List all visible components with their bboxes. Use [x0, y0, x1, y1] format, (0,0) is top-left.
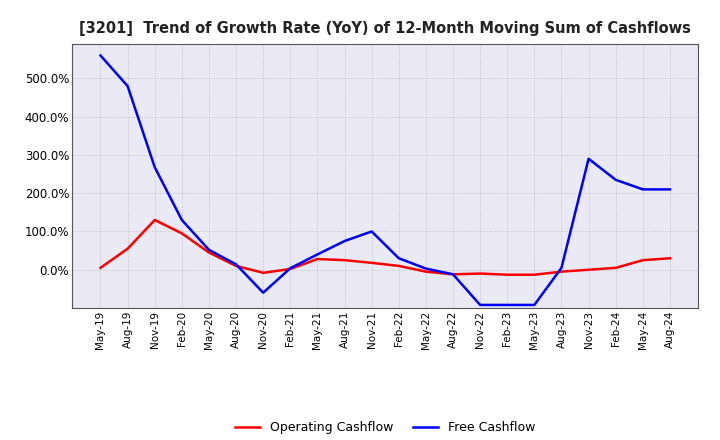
Operating Cashflow	[286, 266, 294, 271]
Free Cashflow	[367, 229, 376, 234]
Operating Cashflow	[259, 270, 268, 275]
Free Cashflow	[557, 265, 566, 271]
Free Cashflow	[421, 266, 430, 271]
Operating Cashflow	[150, 217, 159, 223]
Line: Operating Cashflow: Operating Cashflow	[101, 220, 670, 275]
Operating Cashflow	[557, 269, 566, 274]
Free Cashflow	[584, 156, 593, 161]
Operating Cashflow	[639, 257, 647, 263]
Free Cashflow	[232, 262, 240, 267]
Operating Cashflow	[367, 260, 376, 265]
Free Cashflow	[503, 302, 511, 308]
Operating Cashflow	[178, 231, 186, 236]
Free Cashflow	[178, 217, 186, 223]
Free Cashflow	[96, 53, 105, 58]
Operating Cashflow	[476, 271, 485, 276]
Operating Cashflow	[204, 250, 213, 255]
Operating Cashflow	[123, 246, 132, 251]
Operating Cashflow	[313, 257, 322, 262]
Operating Cashflow	[530, 272, 539, 277]
Free Cashflow	[286, 266, 294, 271]
Free Cashflow	[611, 177, 620, 183]
Free Cashflow	[150, 165, 159, 170]
Operating Cashflow	[611, 265, 620, 271]
Operating Cashflow	[395, 263, 403, 268]
Free Cashflow	[123, 84, 132, 89]
Free Cashflow	[395, 256, 403, 261]
Free Cashflow	[449, 271, 457, 277]
Free Cashflow	[476, 302, 485, 308]
Title: [3201]  Trend of Growth Rate (YoY) of 12-Month Moving Sum of Cashflows: [3201] Trend of Growth Rate (YoY) of 12-…	[79, 21, 691, 36]
Free Cashflow	[341, 238, 349, 244]
Free Cashflow	[639, 187, 647, 192]
Free Cashflow	[259, 290, 268, 295]
Line: Free Cashflow: Free Cashflow	[101, 55, 670, 305]
Operating Cashflow	[503, 272, 511, 277]
Operating Cashflow	[584, 267, 593, 272]
Free Cashflow	[313, 252, 322, 257]
Operating Cashflow	[449, 271, 457, 277]
Free Cashflow	[665, 187, 674, 192]
Operating Cashflow	[96, 265, 105, 271]
Legend: Operating Cashflow, Free Cashflow: Operating Cashflow, Free Cashflow	[230, 416, 540, 439]
Operating Cashflow	[232, 263, 240, 268]
Free Cashflow	[204, 247, 213, 253]
Operating Cashflow	[341, 257, 349, 263]
Operating Cashflow	[665, 256, 674, 261]
Free Cashflow	[530, 302, 539, 308]
Operating Cashflow	[421, 269, 430, 274]
